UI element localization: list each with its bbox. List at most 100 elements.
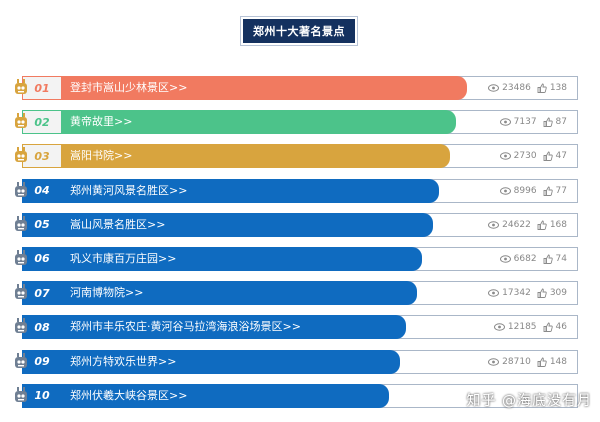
rank-number-bg [23, 145, 61, 168]
robot-badge-icon [15, 318, 27, 334]
rank-bar [22, 110, 456, 135]
thumbs-up-icon[interactable] [543, 322, 553, 333]
view-count: 23486 [502, 83, 531, 93]
list-item[interactable]: 01 登封市嵩山少林景区>> 23486 138 [14, 76, 578, 100]
rank-number: 08 [34, 320, 50, 334]
stats-group: 28710 148 [488, 350, 570, 374]
rank-number: 03 [34, 149, 50, 163]
view-count: 12185 [507, 322, 537, 333]
like-count: 77 [555, 185, 567, 196]
robot-badge-icon [15, 249, 27, 265]
list-item[interactable]: 08 郑州市丰乐农庄·黄河谷马拉湾海浪浴场景区>> 12185 46 [14, 315, 578, 340]
rank-number-bg [23, 77, 61, 99]
robot-badge-icon [15, 284, 27, 300]
stats-group: 23486 138 [488, 76, 570, 100]
medal-icon [15, 147, 27, 163]
medal-icon [15, 79, 27, 94]
stats-group: 12185 46 [493, 315, 570, 339]
stats-group: 7137 87 [499, 110, 570, 134]
rank-number: 04 [34, 184, 50, 198]
eye-icon [499, 186, 511, 195]
view-count: 2730 [513, 151, 537, 162]
list-item[interactable]: 02 黄帝故里>> 7137 87 [14, 110, 578, 135]
thumbs-up-icon[interactable] [537, 357, 547, 367]
rank-number: 01 [34, 81, 50, 95]
stats-group: 17342 309 [488, 281, 570, 305]
thumbs-up-icon[interactable] [543, 186, 553, 196]
thumbs-up-icon[interactable] [537, 220, 547, 230]
eye-icon [488, 221, 500, 229]
stats-group: 2730 47 [499, 144, 570, 168]
rank-bar [22, 315, 406, 340]
list-item[interactable]: 07 河南博物院>> 17342 309 [14, 281, 578, 306]
thumbs-up-icon[interactable] [543, 254, 553, 264]
rank-number: 07 [34, 286, 50, 300]
like-count: 87 [555, 117, 567, 128]
rank-number: 05 [34, 218, 50, 232]
view-count: 17342 [502, 288, 531, 299]
rank-number: 09 [34, 355, 50, 368]
rank-bar [22, 178, 439, 203]
eye-icon [499, 152, 511, 161]
attraction-name-link[interactable]: 郑州市丰乐农庄·黄河谷马拉湾海浪浴场景区>> [70, 320, 301, 334]
attraction-name-link[interactable]: 黄帝故里>> [70, 115, 133, 129]
like-count: 168 [549, 219, 567, 230]
like-count: 74 [555, 253, 567, 264]
like-count: 148 [549, 356, 567, 367]
thumbs-up-icon[interactable] [537, 83, 547, 93]
stats-group: 8996 77 [499, 179, 570, 203]
view-count: 28710 [502, 356, 531, 367]
eye-icon [488, 84, 500, 92]
eye-icon [499, 255, 511, 263]
rank-bar [22, 76, 467, 100]
stats-group: 6682 74 [499, 247, 570, 271]
page-title: 郑州十大著名景点 [243, 19, 355, 43]
rank-number-bg [23, 111, 61, 134]
list-item[interactable]: 05 嵩山风景名胜区>> 24622 168 [14, 212, 578, 237]
attraction-name-link[interactable]: 巩义市康百万庄园>> [70, 251, 177, 265]
thumbs-up-icon[interactable] [543, 151, 553, 162]
robot-badge-icon [15, 215, 27, 231]
attraction-name-link[interactable]: 嵩山风景名胜区>> [70, 217, 166, 231]
watermark-text: 知乎 @海底没有月 [466, 393, 592, 409]
rank-number: 06 [34, 252, 50, 266]
eye-icon [488, 357, 500, 366]
page-title-frame: 郑州十大著名景点 [240, 16, 358, 46]
list-item[interactable]: 03 嵩阳书院>> 2730 47 [14, 144, 578, 169]
view-count: 8996 [513, 185, 537, 196]
view-count: 24622 [502, 219, 531, 230]
attraction-name-link[interactable]: 郑州伏羲大峡谷景区>> [70, 388, 188, 402]
eye-icon [493, 323, 505, 332]
view-count: 7137 [513, 117, 537, 128]
robot-badge-icon [15, 386, 27, 402]
attraction-name-link[interactable]: 嵩阳书院>> [70, 149, 133, 163]
attraction-name-link[interactable]: 郑州黄河风景名胜区>> [70, 183, 188, 197]
stats-group: 24622 168 [488, 213, 570, 237]
rank-bar [22, 281, 417, 306]
eye-icon [499, 118, 511, 126]
robot-badge-icon [15, 352, 27, 368]
rank-number: 02 [34, 115, 50, 129]
view-count: 6682 [513, 253, 537, 264]
like-count: 47 [555, 151, 567, 162]
attraction-name-link[interactable]: 登封市嵩山少林景区>> [70, 81, 188, 94]
ranking-list: 01 登封市嵩山少林景区>> 23486 138 02 黄帝故里>> [14, 76, 578, 418]
attraction-name-link[interactable]: 河南博物院>> [70, 286, 144, 300]
list-item[interactable]: 09 郑州方特欢乐世界>> 28710 148 [14, 349, 578, 374]
rank-bar [22, 383, 389, 408]
medal-icon [15, 113, 27, 129]
list-item[interactable]: 04 郑州黄河风景名胜区>> 8996 77 [14, 178, 578, 203]
eye-icon [488, 289, 500, 297]
list-item[interactable]: 06 巩义市康百万庄园>> 6682 74 [14, 246, 578, 271]
list-item[interactable]: 10 郑州伏羲大峡谷景区>> [14, 383, 578, 408]
like-count: 46 [555, 322, 567, 333]
rank-bar [22, 212, 434, 237]
attraction-name-link[interactable]: 郑州方特欢乐世界>> [70, 354, 177, 368]
robot-badge-icon [15, 181, 27, 197]
rank-bar [22, 144, 451, 169]
rank-number: 10 [34, 389, 50, 403]
thumbs-up-icon[interactable] [543, 117, 553, 128]
thumbs-up-icon[interactable] [537, 288, 547, 299]
rank-bar [22, 246, 423, 271]
rank-bar [22, 349, 401, 374]
